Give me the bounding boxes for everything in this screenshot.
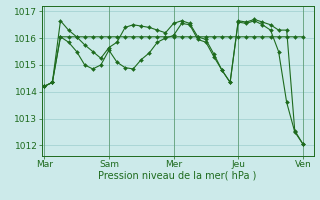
X-axis label: Pression niveau de la mer( hPa ): Pression niveau de la mer( hPa ) xyxy=(99,171,257,181)
